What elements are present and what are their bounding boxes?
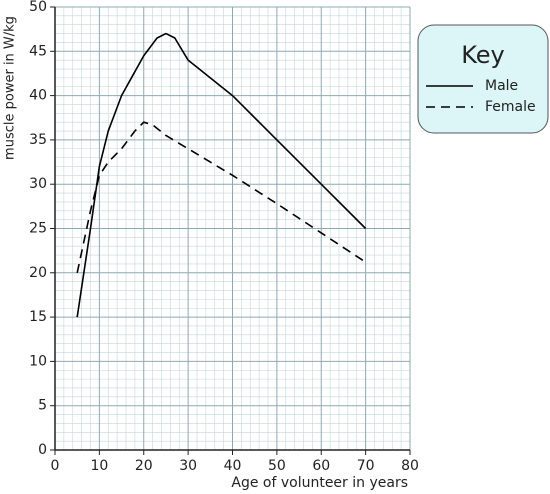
x-axis-label: Age of volunteer in years [231,475,408,491]
y-tick-label: 10 [29,353,47,369]
y-tick-label: 45 [29,43,47,59]
x-tick-label: 50 [268,458,286,474]
y-tick-label: 15 [29,309,47,325]
line-series [76,32,367,318]
legend-title: Key [461,41,505,69]
y-tick-label: 40 [29,88,47,104]
legend-label: Female [485,99,536,115]
x-tick-label: 10 [90,458,108,474]
y-tick-label: 25 [29,221,47,237]
legend-label: Male [485,78,518,94]
line-series [76,121,367,273]
x-tick-label: 40 [224,458,242,474]
y-tick-label: 50 [29,0,47,15]
y-tick-label: 0 [38,442,47,458]
y-axis-label: muscle power in W/kg [3,16,18,160]
y-tick-label: 30 [29,176,47,192]
x-tick-label: 20 [135,458,153,474]
x-tick-label: 30 [179,458,197,474]
x-tick-label: 80 [401,458,419,474]
legend-box [417,24,549,134]
y-tick-label: 20 [29,265,47,281]
y-tick-label: 5 [38,398,47,414]
x-tick-label: 0 [51,458,60,474]
x-tick-label: 70 [357,458,375,474]
x-tick-label: 60 [312,458,330,474]
y-tick-label: 35 [29,132,47,148]
